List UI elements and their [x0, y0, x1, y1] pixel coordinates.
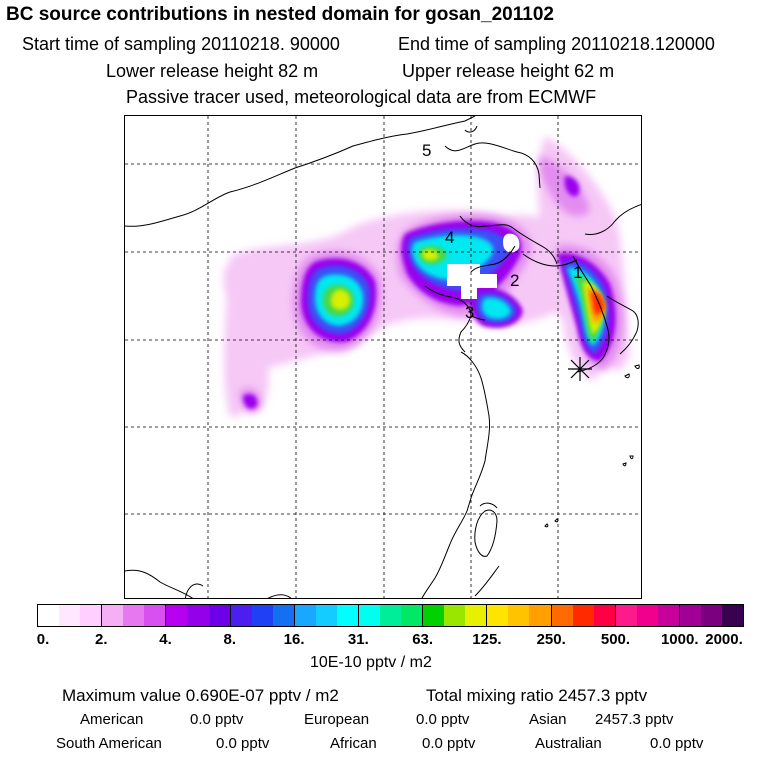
- color-scale-tick-label: 2000.: [705, 631, 743, 648]
- map-canvas: 1 2 3 4 5: [125, 116, 641, 598]
- color-scale-tick-label: 31.: [347, 631, 369, 648]
- color-swatch: [487, 605, 509, 626]
- african-value: 0.0 pptv: [422, 735, 476, 752]
- color-scale-tick-label: 125.: [472, 631, 502, 648]
- plot-title: BC source contributions in nested domain…: [6, 4, 554, 25]
- color-scale-tick-label: 500.: [600, 631, 631, 648]
- color-scale-tick-label: 0.: [36, 631, 50, 648]
- color-swatch: [401, 605, 424, 626]
- color-swatch: [38, 605, 60, 626]
- color-swatch: [508, 605, 530, 626]
- south-american-label: South American: [56, 735, 162, 752]
- color-swatch: [144, 605, 167, 626]
- color-scale-tick-label: 2.: [95, 631, 108, 648]
- color-swatch: [59, 605, 81, 626]
- map-panel: 1 2 3 4 5: [124, 115, 642, 599]
- south-american-value: 0.0 pptv: [216, 735, 270, 752]
- tracer-note: Passive tracer used, meteorological data…: [126, 87, 597, 107]
- color-scale-tick-label: 250.: [536, 631, 566, 648]
- color-swatch: [465, 605, 488, 626]
- color-scale-units: 10E-10 pptv / m2: [310, 654, 432, 671]
- upper-release-height: Upper release height 62 m: [402, 61, 615, 81]
- color-scale-tick-label: 16.: [283, 631, 305, 648]
- color-swatch: [722, 605, 744, 626]
- color-swatch: [272, 605, 295, 626]
- color-scale-bar: [37, 604, 744, 627]
- lower-release-height: Lower release height 82 m: [106, 61, 319, 81]
- color-scale-tick-label: 63.: [412, 631, 434, 648]
- color-swatch: [251, 605, 273, 626]
- start-time-label: Start time of sampling 20110218. 90000: [22, 34, 340, 54]
- source-marker-5: 5: [422, 141, 431, 160]
- color-scale-tick-label: 4.: [159, 631, 172, 648]
- color-swatch: [315, 605, 337, 626]
- american-label: American: [80, 711, 144, 728]
- asian-label: Asian: [529, 711, 567, 728]
- color-swatch: [444, 605, 466, 626]
- end-time-label: End time of sampling 20110218.120000: [398, 34, 715, 54]
- color-swatch: [380, 605, 402, 626]
- color-swatch: [593, 605, 616, 626]
- color-swatch: [700, 605, 722, 626]
- coastlines: [125, 116, 641, 598]
- color-swatch: [102, 605, 124, 626]
- maximum-value: Maximum value 0.690E-07 pptv / m2: [62, 686, 339, 705]
- australian-value: 0.0 pptv: [650, 735, 704, 752]
- color-scale-tick-label: 1000.: [660, 631, 699, 648]
- color-scale-tick-label: 8.: [223, 631, 237, 648]
- color-swatch: [166, 605, 188, 626]
- source-marker-3: 3: [465, 303, 474, 322]
- source-marker-4: 4: [445, 228, 454, 247]
- european-value: 0.0 pptv: [416, 711, 470, 728]
- american-value: 0.0 pptv: [190, 711, 244, 728]
- asterisk-star-icon: [568, 357, 592, 381]
- color-swatch: [679, 605, 701, 626]
- color-swatch: [423, 605, 445, 626]
- source-marker-2: 2: [510, 271, 519, 290]
- color-swatch: [294, 605, 316, 626]
- australian-label: Australian: [535, 735, 602, 752]
- color-swatch: [187, 605, 209, 626]
- color-swatch: [615, 605, 637, 626]
- color-swatch: [336, 605, 359, 626]
- color-swatch: [636, 605, 658, 626]
- total-mixing-ratio: Total mixing ratio 2457.3 pptv: [426, 686, 648, 705]
- color-swatch: [657, 605, 680, 626]
- lat-lon-grid: [125, 116, 641, 598]
- color-swatch: [572, 605, 594, 626]
- color-swatch: [230, 605, 252, 626]
- color-swatch: [123, 605, 145, 626]
- african-label: African: [330, 735, 377, 752]
- color-swatch: [529, 605, 552, 626]
- asian-value: 2457.3 pptv: [595, 711, 674, 728]
- taiwan-island: [474, 509, 498, 557]
- european-label: European: [304, 711, 370, 728]
- source-marker-1: 1: [573, 263, 582, 282]
- color-swatch: [80, 605, 103, 626]
- color-swatch: [358, 605, 380, 626]
- color-swatch: [551, 605, 573, 626]
- concentration-plume: [223, 136, 630, 417]
- color-swatch: [208, 605, 231, 626]
